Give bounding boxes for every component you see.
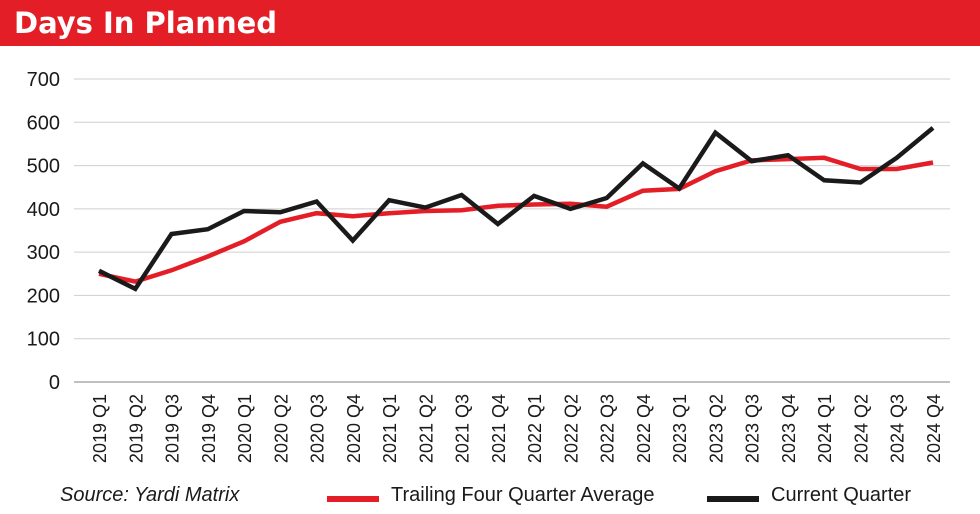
x-tick-label: 2019 Q2 xyxy=(126,394,146,463)
x-tick-label: 2024 Q4 xyxy=(924,394,944,463)
y-tick-label: 0 xyxy=(49,372,60,394)
title-bar: Days In Planned xyxy=(0,0,980,46)
legend-label-current: Current Quarter xyxy=(771,484,912,506)
x-tick-label: 2023 Q2 xyxy=(706,394,726,463)
x-tick-label: 2019 Q3 xyxy=(163,394,183,463)
series-line-current-quarter xyxy=(97,126,935,292)
x-tick-label: 2023 Q1 xyxy=(670,394,690,463)
y-tick-label: 200 xyxy=(27,285,60,307)
x-tick-label: 2024 Q2 xyxy=(851,394,871,463)
x-tick-label: 2019 Q4 xyxy=(199,394,219,463)
y-axis-ticks: 0 100 200 300 400 500 600 700 xyxy=(27,69,60,394)
legend-item-average: Trailing Four Quarter Average xyxy=(327,484,667,512)
y-tick-label: 400 xyxy=(27,199,60,221)
y-tick-label: 600 xyxy=(27,112,60,134)
series-lines xyxy=(97,126,935,292)
x-tick-label: 2023 Q4 xyxy=(779,394,799,463)
x-axis-ticks: 2019 Q1 2019 Q2 2019 Q3 2019 Q4 2020 Q1 2020 … xyxy=(90,394,944,463)
x-tick-label: 2021 Q1 xyxy=(380,394,400,463)
x-tick-label: 2024 Q3 xyxy=(888,394,908,463)
x-tick-label: 2020 Q3 xyxy=(308,394,328,463)
y-tick-label: 500 xyxy=(27,156,60,178)
x-tick-label: 2022 Q4 xyxy=(634,394,654,463)
legend-item-current: Current Quarter xyxy=(707,484,947,512)
chart-title: Days In Planned xyxy=(14,6,278,40)
y-tick-label: 100 xyxy=(27,329,60,351)
source-note: Source: Yardi Matrix xyxy=(60,484,240,506)
x-tick-label: 2022 Q3 xyxy=(598,394,618,463)
x-tick-label: 2020 Q1 xyxy=(235,394,255,463)
x-tick-label: 2021 Q2 xyxy=(416,394,436,463)
x-tick-label: 2022 Q1 xyxy=(525,394,545,463)
x-tick-label: 2024 Q1 xyxy=(815,394,835,463)
x-tick-label: 2020 Q2 xyxy=(271,394,291,463)
y-tick-label: 700 xyxy=(27,69,60,91)
legend-label-average: Trailing Four Quarter Average xyxy=(391,484,655,506)
x-tick-label: 2023 Q3 xyxy=(743,394,763,463)
x-tick-label: 2022 Q2 xyxy=(561,394,581,463)
x-tick-label: 2019 Q1 xyxy=(90,394,110,463)
x-tick-label: 2021 Q4 xyxy=(489,394,509,463)
legend-swatch-current xyxy=(707,496,759,502)
x-tick-label: 2020 Q4 xyxy=(344,394,364,463)
x-tick-label: 2021 Q3 xyxy=(453,394,473,463)
y-tick-label: 300 xyxy=(27,242,60,264)
legend-swatch-average xyxy=(327,496,379,502)
